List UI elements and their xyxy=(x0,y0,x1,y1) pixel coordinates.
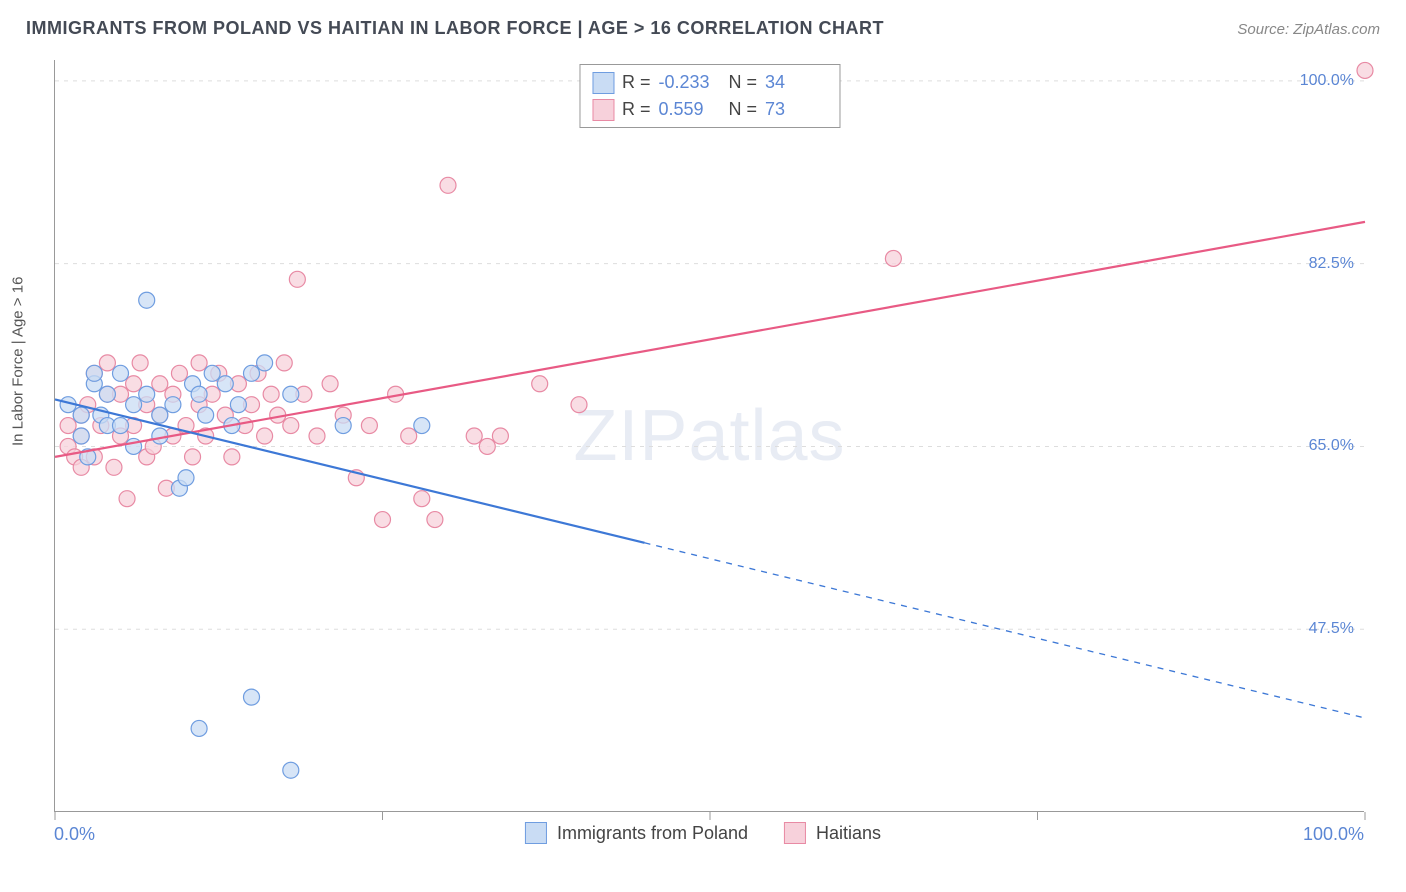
legend-item-haitian: Haitians xyxy=(784,822,881,844)
legend-row-haitian: R = 0.559 N = 73 xyxy=(592,96,827,123)
y-tick-label: 100.0% xyxy=(1300,72,1354,90)
legend-item-poland: Immigrants from Poland xyxy=(525,822,748,844)
swatch-haitian-icon xyxy=(784,822,806,844)
y-tick-label: 47.5% xyxy=(1309,620,1354,638)
swatch-haitian xyxy=(592,99,614,121)
swatch-poland-icon xyxy=(525,822,547,844)
plot-area: ZIPatlas R = -0.233 N = 34 R = 0.559 N =… xyxy=(54,60,1364,812)
series-legend: Immigrants from Poland Haitians xyxy=(525,822,881,844)
chart-svg xyxy=(55,60,1364,811)
y-tick-label: 65.0% xyxy=(1309,437,1354,455)
swatch-poland xyxy=(592,72,614,94)
y-axis-label: In Labor Force | Age > 16 xyxy=(10,277,27,446)
legend-row-poland: R = -0.233 N = 34 xyxy=(592,69,827,96)
x-axis-min-label: 0.0% xyxy=(54,824,95,845)
y-tick-label: 82.5% xyxy=(1309,255,1354,273)
x-axis-max-label: 100.0% xyxy=(1303,824,1364,845)
chart-title: IMMIGRANTS FROM POLAND VS HAITIAN IN LAB… xyxy=(26,18,884,39)
correlation-legend: R = -0.233 N = 34 R = 0.559 N = 73 xyxy=(579,64,840,128)
source-attribution: Source: ZipAtlas.com xyxy=(1237,21,1380,38)
